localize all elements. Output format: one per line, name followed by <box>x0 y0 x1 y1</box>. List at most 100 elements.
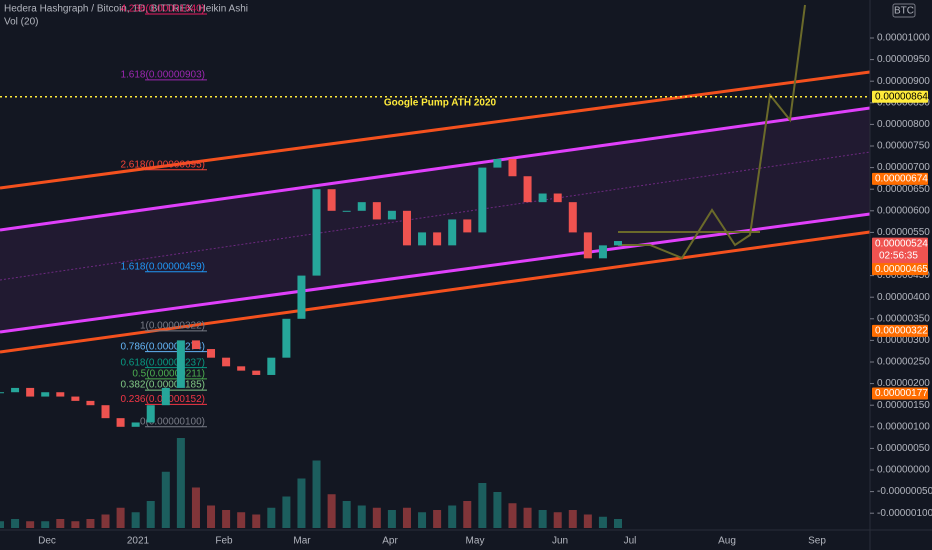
price-tag-label: 0.00000322 <box>875 326 928 337</box>
price-label: -0.00000100 <box>877 508 932 519</box>
volume-bar <box>493 492 502 528</box>
price-label: 0.00000800 <box>877 119 930 130</box>
volume-bar <box>568 510 577 528</box>
price-label: 0.00000900 <box>877 76 930 87</box>
volume-bar <box>448 505 457 528</box>
fib-label: 2.618(0.00000695) <box>120 159 205 170</box>
candle <box>614 241 622 246</box>
candle <box>0 392 4 394</box>
candle <box>433 232 442 246</box>
candle <box>463 219 472 233</box>
candle <box>146 405 155 423</box>
volume-bar <box>191 487 200 528</box>
volume-bar <box>433 510 442 528</box>
candle <box>357 202 366 211</box>
volume-bar <box>463 501 472 528</box>
candle <box>583 232 592 259</box>
price-label: 0.00000650 <box>877 184 930 195</box>
chart-title: Hedera Hashgraph / Bitcoin, 1D, BITTREX,… <box>4 4 248 15</box>
volume-bar <box>342 501 351 528</box>
volume-bar <box>237 512 246 528</box>
volume-bar <box>327 494 336 528</box>
volume-bar <box>598 516 607 528</box>
candle <box>26 387 35 397</box>
time-label: Mar <box>293 536 311 547</box>
volume-bar <box>297 478 306 528</box>
fib-label: 0.618(0.00000237) <box>120 357 205 368</box>
candle <box>297 275 306 319</box>
volume-bar <box>0 521 4 528</box>
channel-line <box>0 106 871 232</box>
candle <box>237 366 246 371</box>
volume-bar <box>372 507 381 528</box>
price-label: 0.00000100 <box>877 421 930 432</box>
fib-label: 0(0.00000100) <box>140 416 205 427</box>
currency[interactable]: BTC <box>894 6 914 17</box>
time-label: Aug <box>718 536 736 547</box>
candle <box>402 210 411 246</box>
volume-bar <box>387 510 396 528</box>
candle <box>207 349 216 358</box>
price-label: 0.00000950 <box>877 54 930 65</box>
price-label: 0.00000250 <box>877 357 930 368</box>
countdown: 02:56:35 <box>879 250 918 261</box>
currency-badge[interactable] <box>892 3 916 18</box>
volume-bar <box>207 505 216 528</box>
candle <box>493 158 502 168</box>
price-label: 0.00000850 <box>877 97 930 108</box>
volume-bar <box>131 512 140 528</box>
fib-label: 1.618(0.00000459) <box>120 261 205 272</box>
channel-line <box>0 230 871 354</box>
volume-bar <box>478 483 487 528</box>
price-tag <box>872 172 928 185</box>
volume-bar <box>402 507 411 528</box>
candle <box>131 422 140 427</box>
channel-fill <box>0 108 870 332</box>
candle <box>252 370 261 375</box>
volume-bar <box>11 519 20 528</box>
candle <box>418 232 427 246</box>
volume-bar <box>56 519 65 528</box>
price-tag-label: 0.00000674 <box>875 173 928 184</box>
indicator-label[interactable]: Vol (20) <box>4 17 38 28</box>
price-label: 0.00000600 <box>877 205 930 216</box>
candle <box>176 340 185 388</box>
channel-line <box>0 70 871 190</box>
volume-bar <box>252 514 261 528</box>
candle <box>312 189 321 276</box>
volume-bar <box>161 471 170 528</box>
time-label: Feb <box>215 536 233 547</box>
price-label: 0.00000000 <box>877 465 930 476</box>
candle <box>56 392 65 397</box>
volume-bar <box>86 519 95 528</box>
price-label: 0.00000200 <box>877 378 930 389</box>
price-label: 0.00001000 <box>877 33 930 44</box>
time-label: Dec <box>38 536 56 547</box>
candle <box>101 405 110 419</box>
candle <box>372 202 381 220</box>
volume-bar <box>312 460 321 528</box>
fib-label: 0.382(0.00000185) <box>120 380 205 391</box>
candle <box>71 396 80 401</box>
volume-bar <box>508 503 517 528</box>
projection-path <box>618 4 806 260</box>
candle <box>161 387 170 406</box>
candle <box>478 167 487 233</box>
candle <box>448 219 457 246</box>
price-tag <box>872 90 928 103</box>
time-label: Jun <box>552 536 568 547</box>
volume-bar <box>523 507 532 528</box>
volume-bar <box>614 519 622 528</box>
annotation: Google Pump ATH 2020 <box>384 98 497 109</box>
price-label: 0.00000050 <box>877 443 930 454</box>
volume-bar <box>282 496 291 528</box>
volume-bar <box>418 512 427 528</box>
candle <box>282 318 291 358</box>
channel-mid <box>0 151 871 281</box>
candle <box>267 357 276 375</box>
candle <box>538 193 547 203</box>
candle <box>86 400 95 406</box>
volume-bar <box>71 521 80 528</box>
